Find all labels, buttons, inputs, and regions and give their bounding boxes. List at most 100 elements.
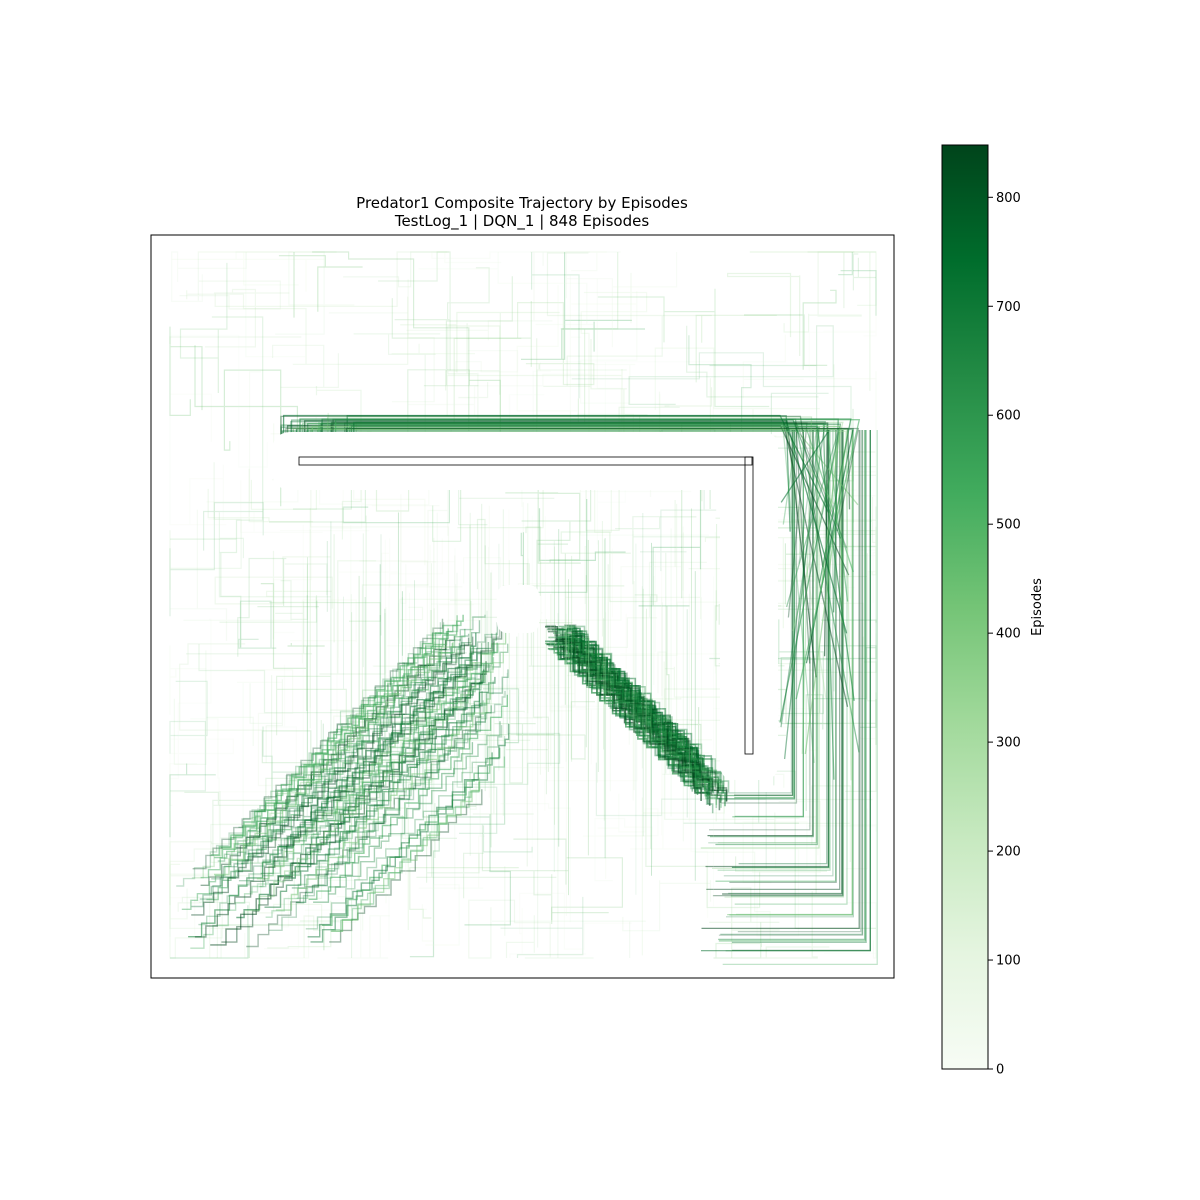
trajectory-path xyxy=(198,644,355,714)
trajectory-path xyxy=(560,531,658,603)
trajectory-path xyxy=(421,884,460,946)
trajectory-path xyxy=(727,430,853,916)
trajectory-path xyxy=(531,252,580,399)
trajectory-path xyxy=(275,251,355,335)
trajectory-path xyxy=(723,430,834,877)
trajectory-path xyxy=(334,689,481,842)
colorbar-gradient xyxy=(941,144,989,1070)
trajectory-path xyxy=(338,509,443,638)
trajectory-path xyxy=(245,652,504,912)
trajectory-path xyxy=(283,670,485,880)
trajectory-path xyxy=(268,690,506,931)
trajectory-path xyxy=(552,629,701,780)
trajectory-path xyxy=(399,598,497,644)
trajectory-path xyxy=(169,763,216,838)
trajectory-path xyxy=(169,502,264,617)
trajectory-path xyxy=(807,251,876,391)
trajectory-path xyxy=(629,661,725,721)
trajectory-path xyxy=(255,643,453,838)
trajectory-path xyxy=(265,680,494,918)
trajectory-path xyxy=(400,494,474,606)
trajectory-path xyxy=(709,887,780,958)
trajectory-path xyxy=(440,637,576,745)
trajectory-path xyxy=(263,643,483,863)
trajectory-path xyxy=(737,430,862,933)
trajectory-path xyxy=(218,512,331,609)
trajectory-path xyxy=(319,560,386,675)
trajectory-path xyxy=(375,722,533,853)
trajectory-path xyxy=(169,618,234,787)
trajectory-path xyxy=(310,752,493,943)
colorbar-tick-label: 100 xyxy=(996,954,1021,969)
trajectory-path xyxy=(549,648,696,792)
trajectory-path xyxy=(169,777,339,906)
trajectory-path xyxy=(290,419,842,539)
trajectory-path xyxy=(540,526,684,621)
trajectory-path xyxy=(513,838,623,924)
trajectory-path xyxy=(199,864,323,910)
trajectory-path xyxy=(169,811,196,935)
trajectory-path xyxy=(754,569,842,659)
trajectory-path xyxy=(645,729,827,909)
trajectory-path xyxy=(206,371,299,503)
trajectory-path xyxy=(391,343,475,355)
trajectory-path xyxy=(730,430,844,897)
trajectory-path xyxy=(328,721,501,895)
trajectory-path xyxy=(453,302,595,424)
trajectory-path xyxy=(279,633,493,847)
trajectory-path xyxy=(307,723,510,938)
trajectory-path xyxy=(198,643,474,926)
trajectory-path xyxy=(565,463,702,620)
trajectory-path xyxy=(170,905,249,959)
trajectory-path xyxy=(734,430,848,905)
trajectory-path xyxy=(256,619,509,880)
trajectory-path xyxy=(481,824,569,921)
colorbar: 0 100 200 300 400 500 600 700 800 Episodes xyxy=(941,144,1045,1078)
trajectory-path xyxy=(815,636,877,894)
trajectory-path xyxy=(214,642,454,876)
trajectory-path xyxy=(574,633,725,793)
trajectory-path xyxy=(335,807,409,930)
trajectory-path xyxy=(409,688,520,958)
trajectory-path xyxy=(169,645,207,715)
trajectory-path xyxy=(211,316,264,648)
chart-subtitle: TestLog_1 | DQN_1 | 848 Episodes xyxy=(394,212,649,231)
trajectory-path xyxy=(217,624,459,862)
trajectory-path xyxy=(657,651,667,727)
trajectory-path xyxy=(169,462,242,590)
trajectory-path xyxy=(401,803,457,858)
trajectory-path xyxy=(206,642,465,901)
trajectory-path xyxy=(622,880,712,932)
trajectory-path xyxy=(313,742,474,903)
trajectory-path xyxy=(695,790,771,941)
trajectory-path xyxy=(391,298,532,367)
trajectory-path xyxy=(432,438,462,542)
trajectory-path xyxy=(406,276,513,436)
trajectory-path xyxy=(277,629,501,846)
trajectory-path xyxy=(686,325,819,398)
trajectory-path xyxy=(742,334,804,399)
colorbar-tick-label: 200 xyxy=(996,845,1021,860)
colorbar-tick-label: 700 xyxy=(996,300,1021,315)
trajectory-path xyxy=(305,663,485,845)
trajectory-path xyxy=(778,619,877,728)
trajectory-path xyxy=(718,430,796,800)
trajectory-path xyxy=(520,499,588,593)
trajectory-path xyxy=(181,628,466,910)
colorbar-tick-label: 400 xyxy=(996,627,1021,642)
trajectory-path xyxy=(400,512,463,604)
wall-horizontal xyxy=(298,456,753,466)
trajectory-path xyxy=(326,643,509,827)
trajectory-path xyxy=(713,922,762,959)
trajectory-path xyxy=(761,891,830,959)
trajectory-path xyxy=(328,279,435,403)
trajectory-path xyxy=(666,606,702,749)
trajectory-path xyxy=(709,430,811,831)
trajectory-path xyxy=(264,676,496,908)
trajectory-path xyxy=(245,252,306,358)
trajectory-path xyxy=(732,430,867,943)
trajectory-path xyxy=(169,680,208,792)
trajectory-path xyxy=(845,808,877,959)
trajectory-path xyxy=(179,251,337,310)
